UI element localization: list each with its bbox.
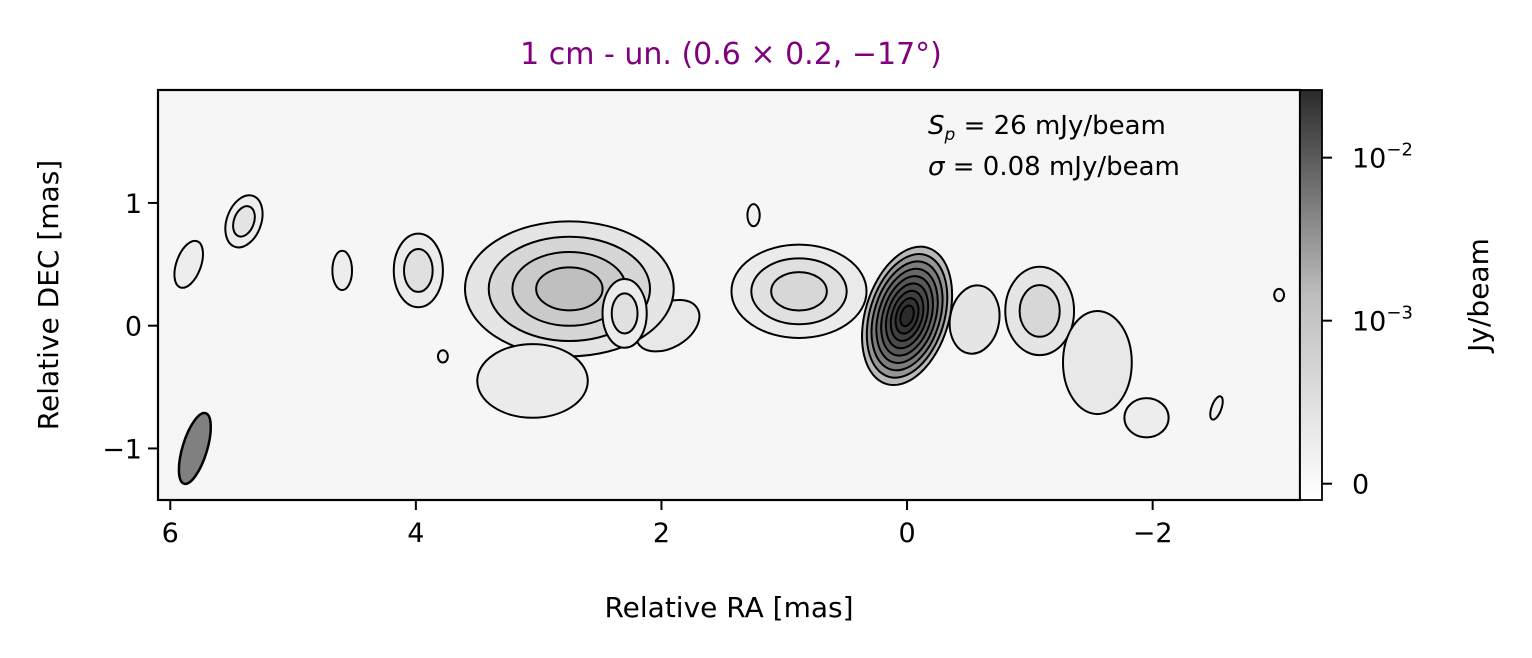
source-counter-a — [730, 243, 868, 339]
contour-level — [232, 205, 256, 238]
contour-level — [436, 349, 449, 364]
source-jet-c — [1062, 309, 1133, 416]
x-axis-label: Relative RA [mas] — [604, 591, 853, 624]
source-jet-a — [948, 284, 1001, 355]
y-axis-ticks: 1 0 −1 — [102, 189, 158, 465]
contour-level — [1062, 309, 1133, 416]
beam-layer — [177, 411, 213, 486]
contour-level — [331, 249, 354, 292]
contour-level — [770, 271, 828, 312]
y-axis-label: Relative DEC [mas] — [32, 160, 65, 430]
colorbar-tick-label: 0 — [1352, 470, 1369, 501]
colorbar — [1299, 89, 1323, 501]
x-tick-label: 0 — [898, 518, 915, 549]
emission-components — [173, 194, 1286, 439]
source-counter-c — [463, 220, 675, 358]
plot-area — [158, 90, 1300, 500]
x-axis-ticks: 6 4 2 0 −2 — [162, 500, 1173, 549]
contour-level — [403, 247, 434, 293]
y-tick-label: 0 — [125, 312, 142, 343]
source-blob-3 — [224, 194, 264, 249]
contour-level — [535, 266, 604, 312]
colorbar-label: Jy/beam — [1462, 238, 1495, 354]
source-blob-4 — [173, 239, 204, 289]
contour-level — [476, 343, 589, 419]
colorbar-tick-label: 10−3 — [1352, 303, 1413, 338]
contour-level — [610, 292, 639, 335]
contour-level — [746, 203, 761, 228]
contour-level — [1273, 287, 1286, 303]
x-tick-label: 2 — [653, 518, 670, 549]
contour-level — [899, 304, 915, 328]
source-counter-d — [601, 278, 648, 349]
source-blob-7 — [1209, 395, 1224, 421]
contour-level — [1123, 397, 1170, 439]
contour-level — [1209, 395, 1224, 421]
source-blob-2 — [331, 249, 354, 292]
colorbar-tick-label: 10−2 — [1352, 140, 1413, 175]
x-tick-label: −2 — [1133, 518, 1173, 549]
source-blob-8 — [1273, 287, 1286, 303]
annotation-peak-flux: Sp = 26 mJy/beam — [928, 111, 1166, 145]
contour-level — [173, 239, 204, 289]
source-blob-6 — [436, 349, 449, 364]
source-jet-d — [1123, 397, 1170, 439]
source-core — [861, 245, 954, 387]
source-blob-5 — [746, 203, 761, 228]
colorbar-ticks: 10−2 10−3 0 — [1322, 140, 1413, 501]
source-blob-1 — [392, 232, 444, 309]
source-counter-e — [476, 343, 589, 419]
contour-level — [1018, 284, 1061, 338]
contour-level — [948, 284, 1001, 355]
y-tick-label: 1 — [125, 189, 142, 220]
y-tick-label: −1 — [102, 434, 142, 465]
beam-ellipse — [177, 411, 213, 486]
chart-title: 1 cm - un. (0.6 × 0.2, −17°) — [520, 37, 942, 72]
source-jet-b — [1004, 265, 1076, 357]
annotation-rms-noise: σ = 0.08 mJy/beam — [928, 152, 1180, 182]
x-tick-label: 6 — [162, 518, 179, 549]
x-tick-label: 4 — [407, 518, 424, 549]
